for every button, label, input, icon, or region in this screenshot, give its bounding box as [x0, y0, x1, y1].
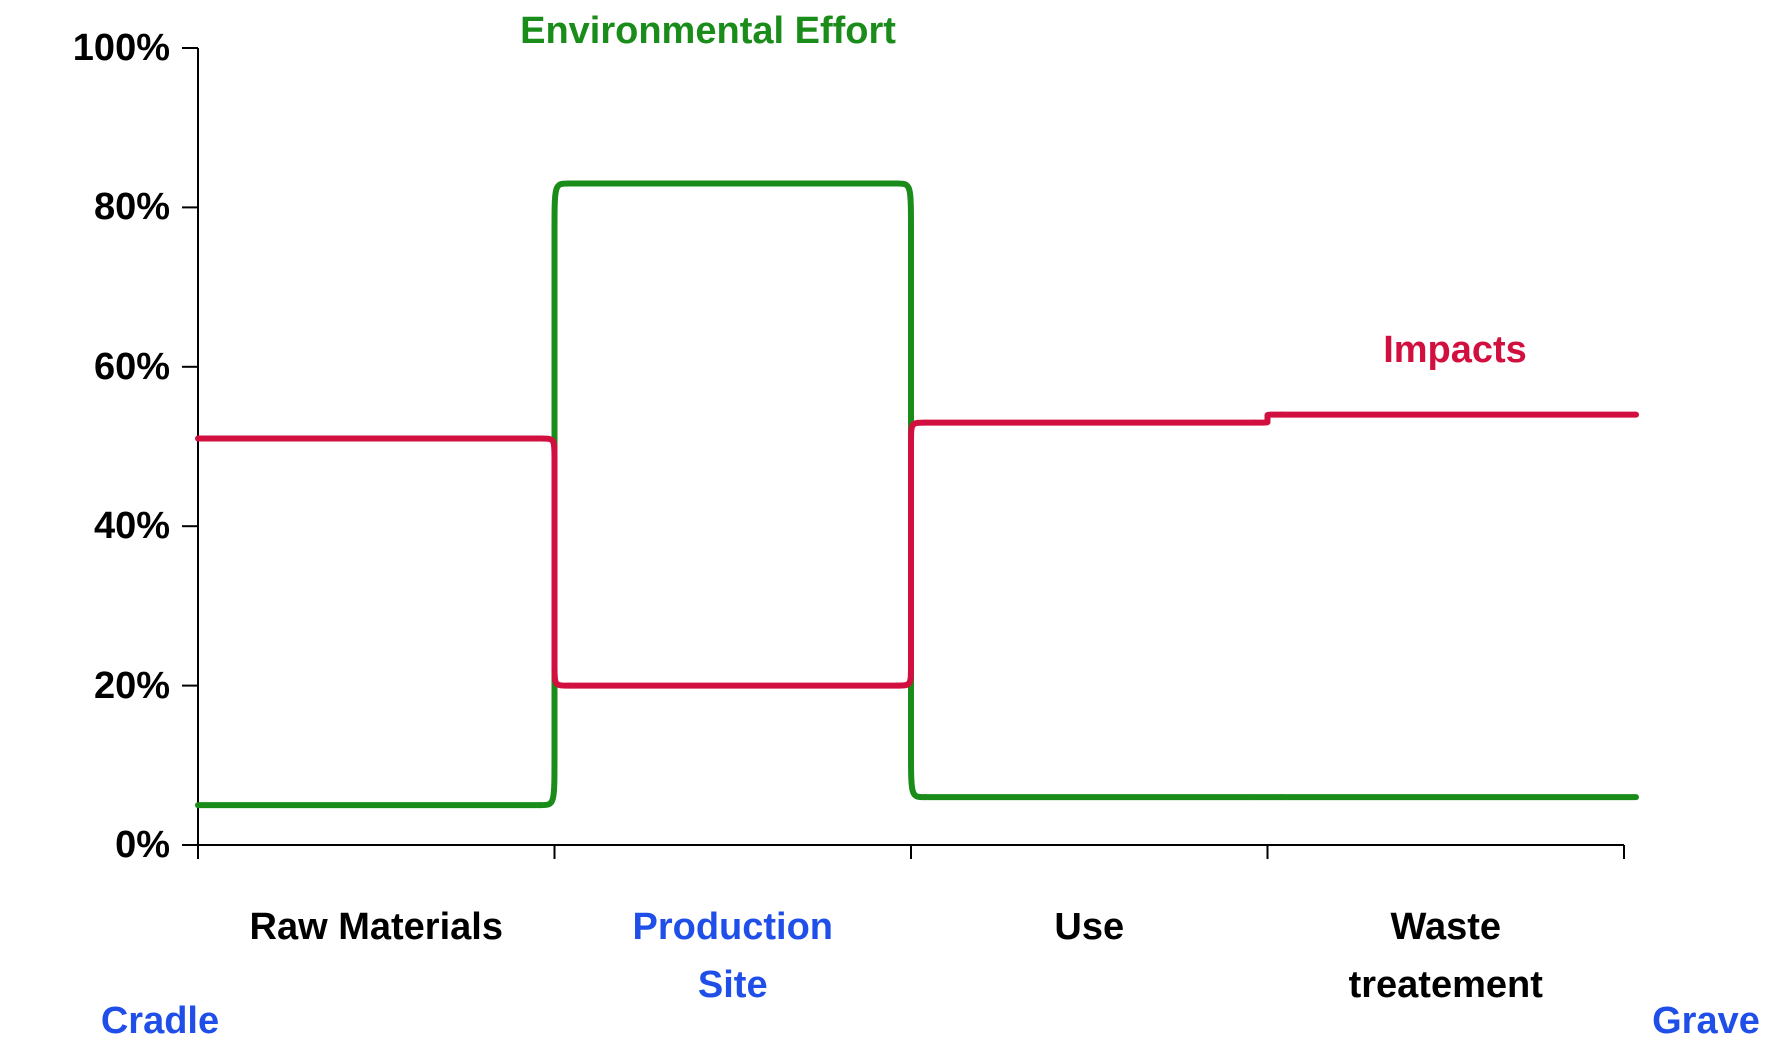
annotation: Grave	[1652, 1000, 1760, 1042]
x-tick-label: Production Site	[632, 906, 834, 1006]
x-tick-label: Raw Materials	[249, 906, 503, 948]
series-connector	[537, 435, 572, 689]
series-connector	[894, 419, 928, 689]
y-tick-label: 0%	[115, 824, 170, 866]
y-tick-label: 20%	[93, 664, 170, 707]
annotation: Cradle	[100, 1000, 220, 1042]
series-label: Impacts	[1383, 329, 1527, 371]
y-tick-label: 40%	[93, 505, 170, 548]
series-label: Environmental Effort	[520, 10, 896, 52]
y-tick-label: 80%	[93, 186, 170, 229]
series-connector	[1250, 411, 1285, 426]
y-tick-label: 100%	[72, 27, 170, 69]
y-tick-label: 60%	[93, 345, 170, 388]
x-tick-label: Waste treatement	[1348, 906, 1543, 1006]
x-tick-label: Use	[1054, 906, 1125, 948]
